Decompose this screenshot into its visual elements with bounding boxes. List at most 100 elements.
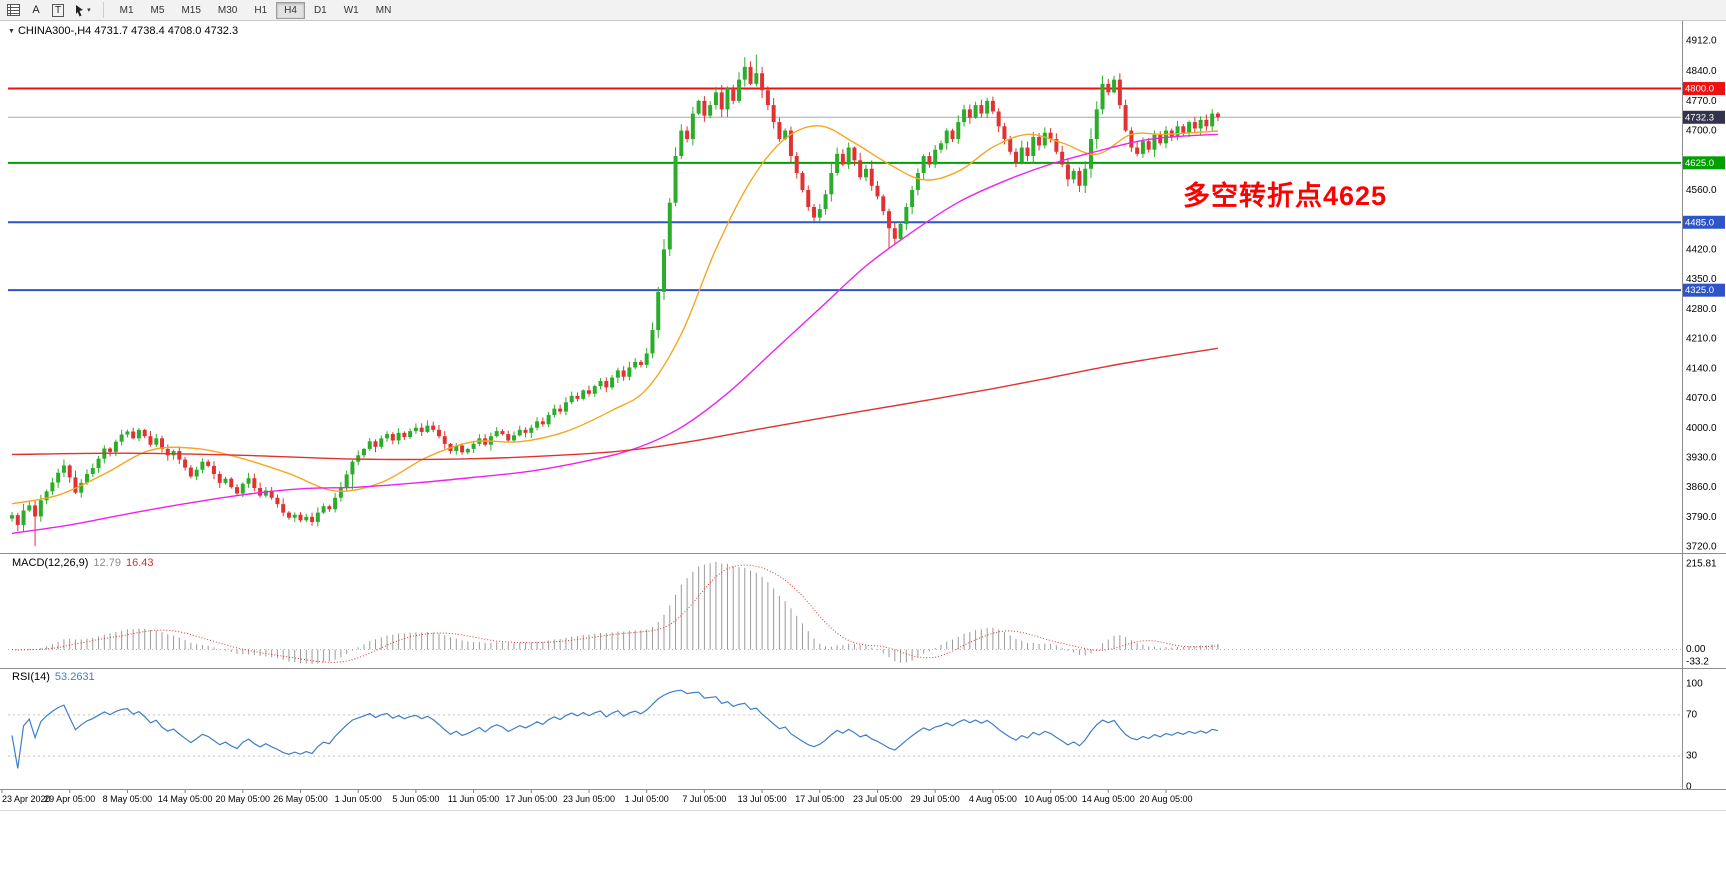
candle bbox=[962, 104, 967, 127]
candle bbox=[436, 424, 441, 439]
timeframe-button-w1[interactable]: W1 bbox=[336, 2, 367, 19]
candle-body bbox=[915, 173, 920, 190]
candle bbox=[1187, 120, 1192, 137]
candle-body bbox=[396, 432, 401, 441]
candle-body bbox=[644, 353, 649, 365]
candle-body bbox=[540, 421, 545, 425]
candle bbox=[511, 431, 516, 443]
candle-body bbox=[1204, 119, 1209, 127]
candle-body bbox=[875, 185, 880, 197]
rsi-axis-label: 100 bbox=[1686, 679, 1703, 690]
candle-body bbox=[552, 408, 557, 415]
macd-title-text: MACD(12,26,9) bbox=[12, 557, 89, 569]
candle bbox=[1048, 128, 1053, 143]
candle bbox=[304, 513, 309, 523]
candle bbox=[973, 101, 978, 119]
candle-body bbox=[136, 429, 141, 439]
rsi-title-text: RSI(14) bbox=[12, 671, 50, 683]
candle bbox=[108, 447, 113, 457]
candle bbox=[367, 438, 372, 451]
candle bbox=[217, 471, 222, 489]
candle-body bbox=[10, 515, 14, 519]
candle bbox=[725, 86, 730, 118]
timeframe-button-h1[interactable]: H1 bbox=[246, 2, 275, 19]
candle bbox=[563, 397, 568, 416]
candle-body bbox=[569, 395, 574, 403]
candle bbox=[858, 152, 863, 180]
candle bbox=[829, 162, 834, 202]
candle-body bbox=[737, 79, 742, 101]
candle-body bbox=[310, 516, 315, 522]
time-axis-label: 29 Apr 05:00 bbox=[44, 794, 95, 804]
candle bbox=[644, 348, 649, 368]
candle-body bbox=[1037, 136, 1042, 146]
candle bbox=[615, 367, 620, 384]
rsi-line bbox=[11, 689, 1219, 769]
candle-body bbox=[1031, 136, 1036, 157]
candle bbox=[604, 377, 609, 393]
candle-body bbox=[800, 173, 805, 190]
chart-list-icon[interactable] bbox=[3, 1, 24, 19]
candle bbox=[442, 431, 447, 449]
candle-body bbox=[188, 467, 193, 477]
ma-fast-line bbox=[11, 125, 1218, 505]
timeframe-button-m15[interactable]: M15 bbox=[173, 2, 208, 19]
arrow-tool-button[interactable]: A bbox=[26, 1, 46, 19]
candle bbox=[142, 428, 147, 439]
candle-body bbox=[211, 465, 216, 474]
price-chip-label: 4325.0 bbox=[1685, 285, 1714, 296]
price-axis-label: 4140.0 bbox=[1686, 363, 1717, 374]
candle-body bbox=[881, 196, 886, 212]
candle bbox=[413, 423, 418, 435]
candle-body bbox=[835, 153, 840, 174]
candle-body bbox=[1008, 139, 1013, 152]
rsi-indicator-title: RSI(14) 53.2631 bbox=[12, 671, 95, 683]
candle bbox=[506, 430, 511, 442]
candle bbox=[385, 431, 390, 442]
chart-annotation-text[interactable]: 多空转折点4625 bbox=[1183, 181, 1388, 211]
timeframe-button-m1[interactable]: M1 bbox=[112, 2, 142, 19]
time-axis-label: 20 Aug 05:00 bbox=[1139, 794, 1192, 804]
candle-body bbox=[863, 168, 868, 178]
candle-body bbox=[511, 435, 516, 441]
timeframe-button-d1[interactable]: D1 bbox=[306, 2, 335, 19]
candle bbox=[823, 190, 828, 215]
candle bbox=[235, 484, 240, 496]
candle-body bbox=[529, 427, 534, 433]
candle-body bbox=[973, 105, 978, 118]
candle-body bbox=[598, 381, 603, 387]
candle-body bbox=[679, 130, 684, 157]
candle bbox=[408, 428, 413, 439]
shapes-tool-button[interactable]: ▾ bbox=[70, 1, 95, 19]
candle bbox=[638, 359, 643, 368]
timeframe-button-mn[interactable]: MN bbox=[368, 2, 400, 19]
candle-body bbox=[275, 497, 280, 505]
text-tool-button[interactable]: T bbox=[48, 1, 68, 19]
timeframe-button-m30[interactable]: M30 bbox=[210, 2, 245, 19]
collapse-arrow-icon[interactable]: ▼ bbox=[8, 28, 15, 35]
timeframe-button-m5[interactable]: M5 bbox=[143, 2, 173, 19]
candle-body bbox=[142, 429, 147, 437]
candle-body bbox=[471, 443, 476, 449]
candle bbox=[748, 61, 753, 85]
candle bbox=[125, 429, 130, 438]
timeframe-button-h4[interactable]: H4 bbox=[276, 1, 305, 19]
candle bbox=[1031, 131, 1036, 164]
macd-indicator-title: MACD(12,26,9) 12.79 16.43 bbox=[12, 557, 153, 569]
candle bbox=[15, 512, 20, 532]
price-axis-label: 3720.0 bbox=[1686, 542, 1717, 553]
price-axis-label: 4210.0 bbox=[1686, 334, 1717, 345]
candle-body bbox=[771, 105, 776, 123]
candle bbox=[887, 208, 892, 249]
candle-body bbox=[506, 434, 511, 441]
candle bbox=[327, 504, 332, 512]
candle-body bbox=[1192, 122, 1197, 129]
candle bbox=[598, 378, 603, 390]
candle bbox=[310, 512, 315, 526]
candle-body bbox=[27, 505, 32, 511]
candle-body bbox=[327, 506, 332, 510]
candle bbox=[869, 160, 874, 191]
candle bbox=[460, 443, 465, 455]
candle-body bbox=[667, 202, 672, 250]
